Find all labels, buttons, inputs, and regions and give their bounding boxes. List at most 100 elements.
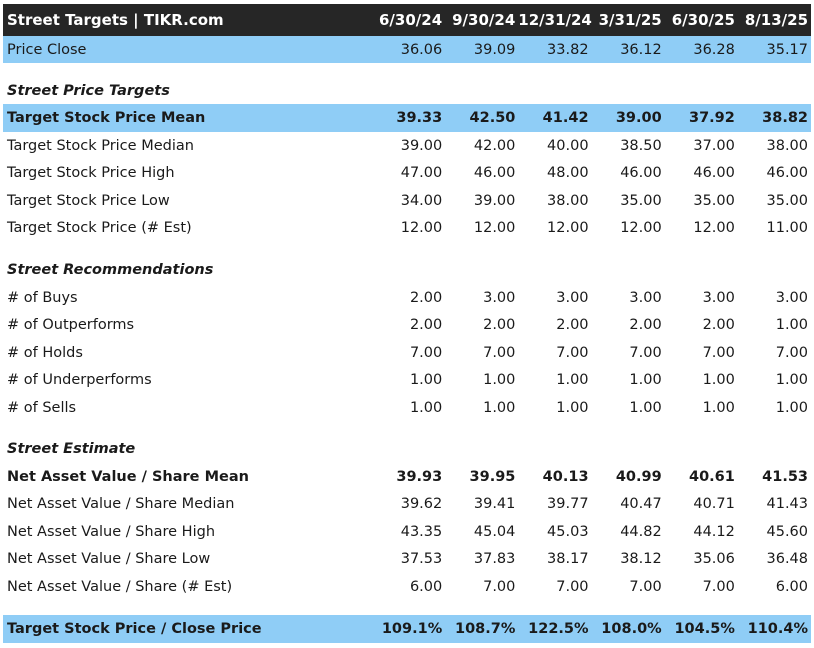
table-cell: 39.62 xyxy=(400,496,443,512)
table-cell: 110.4% xyxy=(747,621,809,637)
table-cell: 3.00 xyxy=(556,289,589,306)
table-row: Net Asset Value / Share Mean 39.93 39.95 40… xyxy=(3,463,811,490)
table-cell: 45.60 xyxy=(766,523,809,540)
table-cell: 46.00 xyxy=(473,165,516,181)
table-cell: 7.00 xyxy=(409,344,443,361)
table-cell: 2.00 xyxy=(702,317,735,333)
table-cell: 122.5% xyxy=(528,621,589,637)
section-header-row: Street Price Targets xyxy=(3,77,811,104)
row-label: Net Asset Value / Share (# Est) xyxy=(7,578,233,595)
table-cell: 37.53 xyxy=(400,551,443,567)
table-cell: 108.7% xyxy=(454,621,516,637)
table-row: Target Stock Price Low 34.00 39.00 38.00 35.… xyxy=(3,187,811,214)
table-row: Target Stock Price Mean 39.33 42.50 41.42 39… xyxy=(3,104,811,132)
table-row: # of Sells 1.00 1.00 1.00 1.00 1.00 1.00 xyxy=(3,394,811,421)
row-label: Target Stock Price Median xyxy=(7,137,194,154)
table-cell: 38.82 xyxy=(762,110,809,126)
table-cell: 36.28 xyxy=(693,41,735,58)
section-title: Street Price Targets xyxy=(7,82,170,99)
table-cell: 47.00 xyxy=(400,165,443,181)
table-cell: 2.00 xyxy=(556,317,589,333)
column-header: 12/31/24 xyxy=(518,11,592,29)
row-label: # of Sells xyxy=(7,399,77,416)
row-label: Target Stock Price High xyxy=(7,165,175,181)
table-cell: 48.00 xyxy=(547,165,589,181)
table-cell: 1.00 xyxy=(775,317,809,333)
table-cell: 1.00 xyxy=(483,399,516,416)
section-header-row: Street Estimate xyxy=(3,435,811,463)
table-cell: 45.04 xyxy=(473,523,516,540)
table-row: # of Buys 2.00 3.00 3.00 3.00 3.00 3.00 xyxy=(3,284,811,311)
table-cell: 37.00 xyxy=(693,137,735,154)
table-row: Target Stock Price High 47.00 46.00 48.00 46… xyxy=(3,159,811,187)
table-cell: 1.00 xyxy=(556,399,589,416)
table-cell: 36.12 xyxy=(620,41,662,58)
table-cell: 40.47 xyxy=(620,496,662,512)
row-label: # of Buys xyxy=(7,289,78,306)
table-cell: 3.00 xyxy=(775,289,809,306)
row-label: Target Stock Price Mean xyxy=(7,110,206,126)
table-cell: 39.00 xyxy=(400,137,443,154)
table-cell: 40.99 xyxy=(615,468,662,485)
table-cell: 1.00 xyxy=(702,372,735,388)
table-cell: 36.48 xyxy=(766,551,809,567)
table-cell: 38.00 xyxy=(547,192,589,209)
table-cell: 43.35 xyxy=(400,523,443,540)
row-label: Net Asset Value / Share Median xyxy=(7,496,235,512)
column-header: 9/30/24 xyxy=(452,11,516,29)
table-cell: 7.00 xyxy=(483,578,516,595)
table-cell: 109.1% xyxy=(381,621,443,637)
table-cell: 12.00 xyxy=(473,220,516,236)
table-cell: 1.00 xyxy=(409,399,443,416)
table-cell: 1.00 xyxy=(775,372,809,388)
column-header: 6/30/24 xyxy=(378,11,443,29)
table-cell: 11.00 xyxy=(766,220,809,236)
table-cell: 2.00 xyxy=(409,317,443,333)
table-cell: 1.00 xyxy=(556,372,589,388)
table-cell: 38.17 xyxy=(547,551,589,567)
table-cell: 39.09 xyxy=(473,41,516,58)
row-label: Price Close xyxy=(7,41,87,58)
table-row: # of Holds 7.00 7.00 7.00 7.00 7.00 7.00 xyxy=(3,339,811,366)
table-cell: 40.61 xyxy=(688,468,735,485)
table-cell: 46.00 xyxy=(693,165,735,181)
table-cell: 3.00 xyxy=(483,289,516,306)
table-cell: 1.00 xyxy=(702,399,735,416)
table-cell: 38.12 xyxy=(620,551,662,567)
table-cell: 7.00 xyxy=(483,344,516,361)
table-cell: 42.50 xyxy=(469,110,516,126)
table-row: Net Asset Value / Share (# Est) 6.00 7.00 7… xyxy=(3,573,811,600)
table-cell: 2.00 xyxy=(409,289,443,306)
table-cell: 41.53 xyxy=(762,468,809,485)
column-header: 6/30/25 xyxy=(671,11,735,29)
section-title: Street Recommendations xyxy=(7,262,214,278)
row-label: Target Stock Price / Close Price xyxy=(7,621,262,637)
table-cell: 7.00 xyxy=(775,344,809,361)
table-cell: 7.00 xyxy=(702,578,735,595)
row-label: Target Stock Price (# Est) xyxy=(7,220,192,236)
table-cell: 108.0% xyxy=(601,621,662,637)
table-cell: 1.00 xyxy=(409,372,443,388)
row-label: Net Asset Value / Share Mean xyxy=(7,468,249,485)
table-cell: 40.00 xyxy=(547,137,589,154)
table-row: Net Asset Value / Share Low 37.53 37.83 38.… xyxy=(3,545,811,573)
table-cell: 3.00 xyxy=(629,289,662,306)
table-row: Net Asset Value / Share Median 39.62 39.41… xyxy=(3,490,811,518)
table-row: Target Stock Price (# Est) 12.00 12.00 12.0… xyxy=(3,214,811,242)
table-cell: 38.00 xyxy=(766,137,809,154)
table-cell: 41.42 xyxy=(542,110,589,126)
table-cell: 37.92 xyxy=(688,110,735,126)
table-row: Target Stock Price / Close Price 109.1% 10… xyxy=(3,615,811,643)
table-cell: 44.82 xyxy=(620,523,662,540)
table-cell: 39.00 xyxy=(615,110,662,126)
section-header-row: Street Recommendations xyxy=(3,256,811,284)
row-label: # of Holds xyxy=(7,344,83,361)
table-cell: 38.50 xyxy=(620,137,662,154)
table-cell: 104.5% xyxy=(674,621,735,637)
table-cell: 35.00 xyxy=(766,192,809,209)
table-cell: 7.00 xyxy=(556,578,589,595)
table-row: # of Underperforms 1.00 1.00 1.00 1.00 1.00 1.… xyxy=(3,366,811,394)
table-cell: 12.00 xyxy=(693,220,735,236)
table-cell: 1.00 xyxy=(629,372,662,388)
table-cell: 2.00 xyxy=(629,317,662,333)
